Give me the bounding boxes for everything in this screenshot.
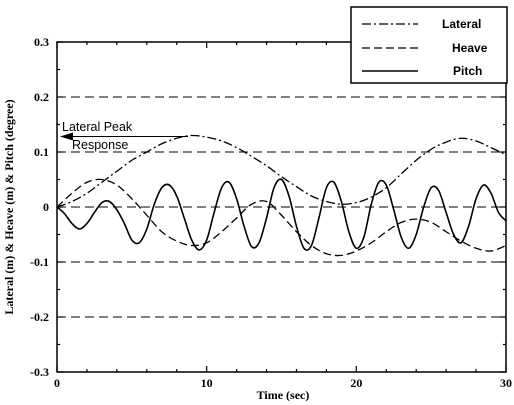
legend-pitch-label: Pitch [453,64,482,78]
annotation: Lateral Peak Response [60,120,188,152]
series-line-lateral [56,134,507,208]
y-tick-label: 0 [43,200,49,214]
series-group [56,134,507,257]
series-line-pitch [56,178,507,251]
x-tick-label: 30 [500,376,512,390]
y-tick-label: 0.3 [34,35,49,49]
y-tick-label: -0.2 [30,310,49,324]
legend: Lateral Heave Pitch [350,6,508,84]
annotation-line1: Lateral Peak [62,120,133,134]
x-tick-label: 20 [350,376,362,390]
grid [57,96,506,318]
y-tick-label: 0.1 [34,145,49,159]
legend-heave-label: Heave [452,41,488,55]
y-tick-label: -0.1 [30,255,49,269]
annotation-arrow-head [60,132,73,141]
annotation-line2: Response [72,138,128,152]
legend-lateral-label: Lateral [442,17,481,31]
x-axis: 0 10 20 30 [54,42,512,390]
y-tick-label: -0.3 [30,365,49,379]
series-line-heave [56,178,507,257]
x-tick-label: 0 [54,376,60,390]
x-axis-label: Time (sec) [257,388,310,402]
y-axis: 0.3 0.2 0.1 0 -0.1 -0.2 -0.3 [30,35,506,379]
y-tick-label: 0.2 [34,90,49,104]
x-tick-label: 10 [201,376,213,390]
y-axis-label: Lateral (m) & Heave (m) & Pitch (degree) [2,99,16,314]
